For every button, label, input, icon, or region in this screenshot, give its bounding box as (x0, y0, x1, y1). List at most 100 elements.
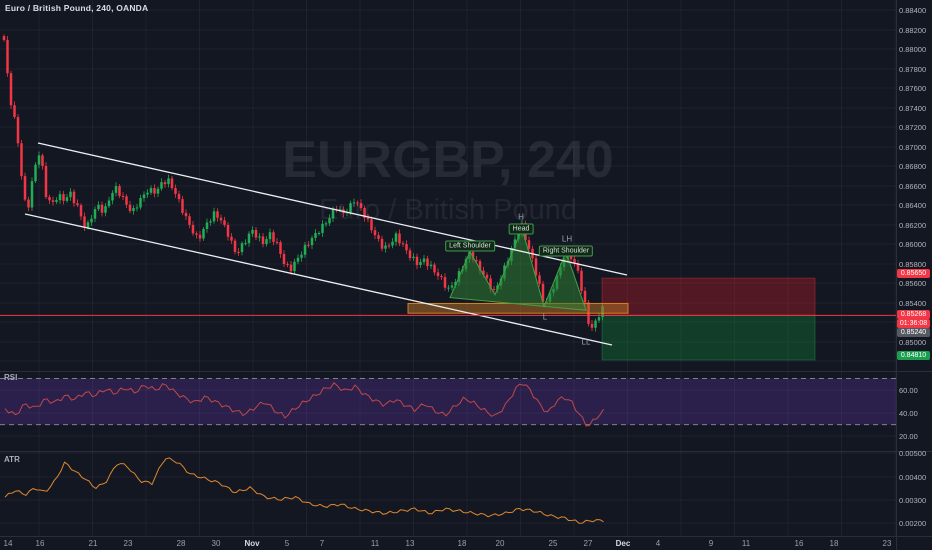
candle (86, 222, 90, 228)
candle (223, 220, 226, 225)
candle (534, 258, 538, 276)
candle (2, 36, 6, 41)
candle (6, 40, 9, 74)
lower-trendline[interactable] (24, 213, 613, 346)
candle (174, 188, 177, 194)
candle (216, 211, 219, 218)
candle (198, 234, 202, 239)
candle (188, 216, 191, 225)
candle (69, 191, 72, 198)
candle (128, 204, 132, 212)
candle (317, 232, 321, 234)
candle (237, 251, 240, 253)
candle (373, 230, 377, 236)
candle (412, 256, 415, 259)
candle (310, 237, 314, 246)
candle (233, 240, 237, 252)
candle (398, 233, 401, 244)
candle (48, 197, 51, 201)
candle (433, 264, 436, 273)
risk-zone[interactable] (601, 277, 816, 316)
candle (356, 202, 359, 204)
candle (13, 105, 16, 118)
candle (391, 241, 394, 246)
target-zone[interactable] (601, 314, 816, 361)
candle (167, 178, 170, 185)
candle (191, 224, 195, 234)
candle (142, 194, 146, 199)
candle (569, 249, 573, 259)
candle (590, 323, 594, 328)
candle (132, 208, 135, 212)
candle (314, 233, 317, 238)
candle (482, 270, 485, 275)
candle (296, 257, 300, 262)
rsi-line (4, 382, 604, 427)
candle (251, 229, 254, 234)
candle (447, 287, 450, 289)
candle (226, 224, 230, 237)
candle (443, 277, 447, 288)
candle (408, 250, 412, 259)
candle (111, 192, 114, 201)
candle (254, 229, 258, 238)
candle (240, 243, 244, 253)
candle (279, 242, 282, 255)
candle (272, 232, 275, 242)
candle (72, 191, 76, 204)
candle (261, 236, 265, 245)
candle (90, 218, 93, 223)
candle (286, 264, 289, 266)
candle (580, 270, 583, 291)
candle (454, 281, 457, 286)
candle (429, 264, 433, 267)
candle (538, 275, 541, 284)
head-shoulders-pattern[interactable] (449, 226, 587, 311)
upper-trendline[interactable] (37, 142, 628, 276)
candle (363, 208, 366, 218)
candle (202, 228, 205, 239)
candle (100, 204, 104, 213)
candle (244, 243, 247, 245)
position-zones (601, 277, 816, 361)
candle (205, 222, 209, 229)
candle (384, 245, 387, 249)
candle (475, 259, 478, 262)
candle (44, 166, 48, 198)
candle (97, 204, 100, 210)
candle (300, 254, 303, 258)
candle (597, 317, 601, 321)
candle (394, 233, 398, 242)
candle (426, 258, 429, 267)
rsi-band (0, 378, 896, 426)
candle (377, 235, 380, 239)
candle (359, 203, 363, 209)
candle (405, 244, 408, 251)
candle (195, 233, 198, 235)
candle (163, 182, 167, 185)
candle (156, 188, 160, 194)
candle (219, 217, 223, 221)
candle (268, 232, 272, 240)
candle (58, 194, 62, 201)
candle (289, 264, 293, 272)
candle (114, 186, 118, 193)
neckline-band[interactable] (407, 302, 629, 314)
candle (489, 278, 492, 289)
candle (121, 196, 125, 198)
candle (34, 164, 37, 182)
candle (338, 209, 342, 211)
candle (149, 188, 153, 193)
candle (387, 245, 391, 247)
candle (184, 212, 188, 217)
candle (349, 203, 352, 213)
candle (541, 283, 545, 302)
candle (27, 199, 30, 208)
candle (436, 272, 440, 277)
candle (419, 261, 422, 266)
candle (583, 290, 587, 303)
candle (30, 181, 34, 208)
candle (209, 221, 212, 223)
